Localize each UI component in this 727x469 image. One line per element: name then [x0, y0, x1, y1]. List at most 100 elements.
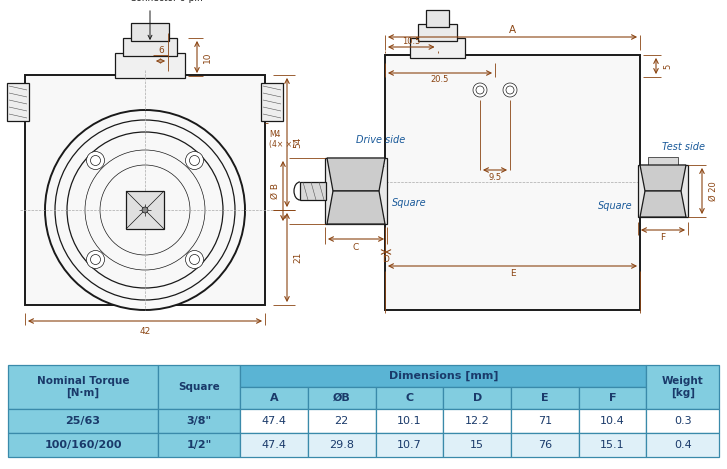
- Bar: [646, 433, 719, 457]
- Text: Nominal Torque
[N·m]: Nominal Torque [N·m]: [37, 376, 129, 398]
- Bar: [261, 83, 283, 121]
- Text: 22: 22: [334, 416, 349, 426]
- Text: 47.4: 47.4: [262, 416, 286, 426]
- Text: 21: 21: [293, 252, 302, 263]
- Bar: [579, 409, 646, 433]
- Text: E: E: [510, 270, 515, 279]
- Text: A: A: [509, 25, 516, 35]
- Text: ØB: ØB: [333, 393, 350, 403]
- Bar: [158, 365, 240, 409]
- Bar: [511, 387, 579, 409]
- Text: F: F: [660, 233, 665, 242]
- Text: Ø B: Ø B: [270, 183, 279, 199]
- Circle shape: [87, 151, 105, 169]
- Bar: [579, 433, 646, 457]
- Bar: [300, 182, 326, 200]
- Bar: [325, 158, 387, 224]
- Text: 10: 10: [203, 51, 212, 63]
- Bar: [25, 75, 265, 305]
- Bar: [240, 387, 308, 409]
- Polygon shape: [327, 158, 385, 191]
- Bar: [7, 83, 29, 121]
- Bar: [579, 387, 646, 409]
- Text: Ø 20: Ø 20: [709, 181, 718, 201]
- Text: F: F: [608, 393, 616, 403]
- Text: 10.1: 10.1: [397, 416, 422, 426]
- Bar: [240, 409, 308, 433]
- Bar: [8, 433, 158, 457]
- Bar: [638, 165, 688, 217]
- Text: 42: 42: [140, 326, 150, 335]
- Text: 10.5: 10.5: [402, 37, 420, 45]
- Bar: [426, 10, 449, 27]
- Text: C: C: [353, 242, 359, 251]
- Bar: [8, 409, 158, 433]
- Text: 0.4: 0.4: [674, 440, 691, 450]
- Bar: [308, 409, 376, 433]
- Bar: [511, 433, 579, 457]
- Text: D: D: [473, 393, 482, 403]
- Circle shape: [87, 250, 105, 268]
- Text: 3/8": 3/8": [187, 416, 212, 426]
- Bar: [376, 387, 443, 409]
- Text: Test side: Test side: [662, 142, 704, 152]
- Text: Square: Square: [178, 382, 220, 392]
- Bar: [123, 38, 177, 56]
- Text: Connector 6-pin: Connector 6-pin: [130, 0, 203, 3]
- Bar: [646, 409, 719, 433]
- Text: 0.3: 0.3: [674, 416, 691, 426]
- Text: 76: 76: [538, 440, 552, 450]
- Text: M4
(4× ×): M4 (4× ×): [269, 130, 295, 150]
- Text: 47.4: 47.4: [262, 440, 286, 450]
- Text: 20.5: 20.5: [431, 76, 449, 84]
- Text: 15.1: 15.1: [601, 440, 625, 450]
- Circle shape: [185, 250, 204, 268]
- Bar: [126, 191, 164, 229]
- Text: Square: Square: [598, 201, 633, 211]
- Bar: [376, 409, 443, 433]
- Bar: [158, 409, 240, 433]
- Text: Drive side: Drive side: [356, 135, 406, 145]
- Text: 12.2: 12.2: [465, 416, 489, 426]
- Circle shape: [473, 83, 487, 97]
- Text: D: D: [382, 256, 390, 265]
- Text: 10.7: 10.7: [397, 440, 422, 450]
- Bar: [443, 433, 511, 457]
- Text: E: E: [541, 393, 549, 403]
- Text: 10.4: 10.4: [601, 416, 625, 426]
- Text: 25/63: 25/63: [65, 416, 100, 426]
- Polygon shape: [640, 165, 686, 191]
- Bar: [646, 365, 719, 409]
- Bar: [376, 433, 443, 457]
- Bar: [240, 433, 308, 457]
- Text: 6: 6: [158, 46, 164, 55]
- Polygon shape: [327, 191, 385, 224]
- Bar: [648, 157, 678, 167]
- Text: 29.8: 29.8: [329, 440, 354, 450]
- Text: Dimensions [mm]: Dimensions [mm]: [388, 371, 498, 381]
- Bar: [443, 387, 511, 409]
- Bar: [240, 365, 646, 387]
- Bar: [115, 53, 185, 78]
- Text: 5: 5: [663, 63, 672, 68]
- Text: 9.5: 9.5: [489, 173, 502, 182]
- Bar: [131, 23, 169, 41]
- Bar: [308, 387, 376, 409]
- Bar: [443, 409, 511, 433]
- Polygon shape: [640, 191, 686, 217]
- Bar: [308, 433, 376, 457]
- Text: Square: Square: [392, 198, 427, 208]
- Bar: [511, 409, 579, 433]
- Circle shape: [185, 151, 204, 169]
- Text: C: C: [406, 393, 414, 403]
- Circle shape: [45, 110, 245, 310]
- Bar: [410, 38, 465, 58]
- Text: A: A: [270, 393, 278, 403]
- Bar: [385, 55, 640, 310]
- Circle shape: [142, 207, 148, 213]
- Text: 100/160/200: 100/160/200: [44, 440, 121, 450]
- Text: 54: 54: [293, 137, 302, 148]
- Text: 71: 71: [538, 416, 552, 426]
- Circle shape: [503, 83, 517, 97]
- Text: 15: 15: [470, 440, 484, 450]
